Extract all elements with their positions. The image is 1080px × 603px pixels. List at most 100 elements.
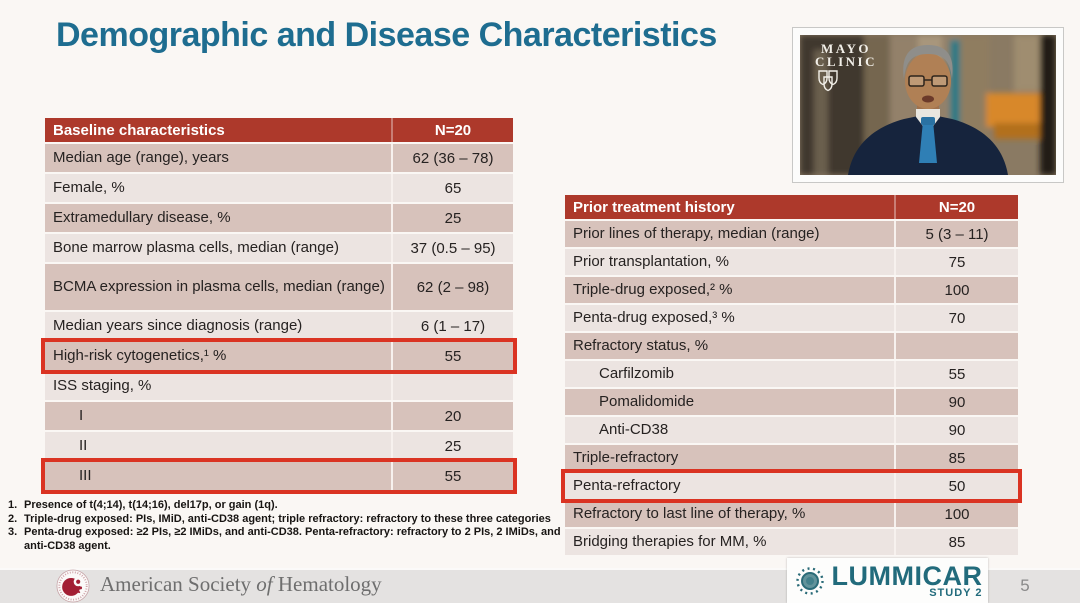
row-label: Penta-refractory [573,477,681,495]
speaker-video-still [800,35,1056,175]
footnotes: 1. Presence of t(4;14), t(14;16), del17p,… [8,499,570,553]
row-value [391,372,513,400]
table-row: Refractory to last line of therapy, % 100 [565,501,1018,527]
row-value: 62 (2 – 98) [391,264,513,310]
prior-treatment-table: Prior treatment history N=20 Prior lines… [565,195,1018,557]
footnote-text: Triple-drug exposed: PIs, IMiD, anti-CD3… [24,512,551,525]
row-value: 20 [391,402,513,430]
table-row: Carfilzomib 55 [565,361,1018,387]
row-label: BCMA expression in plasma cells, median … [53,278,385,296]
footnote-text: Presence of t(4;14), t(14;16), del17p, o… [24,499,278,511]
baseline-table-body: Median age (range), years 62 (36 – 78) Fem… [45,144,513,490]
row-label: Refractory status, % [573,337,709,355]
treatment-table-header: Prior treatment history N=20 [565,195,1018,219]
baseline-header-value: N=20 [391,118,513,142]
page-number: 5 [1020,575,1030,595]
row-label: Anti-CD38 [599,421,669,439]
row-label: Prior transplantation, % [573,253,729,271]
ash-name-pre: American Society [100,572,257,596]
footnote-item: 2. Triple-drug exposed: PIs, IMiD, anti-C… [8,513,570,527]
table-row: Prior lines of therapy, median (range) 5 … [565,221,1018,247]
row-value: 62 (36 – 78) [391,144,513,172]
mayo-logo-line2: CLINIC [815,54,877,69]
page-title: Demographic and Disease Characteristics [56,16,717,54]
lummicar-study-label: STUDY 2 [929,586,983,599]
footnote-text: Penta-drug exposed: ≥2 PIs, ≥2 IMiDs, an… [24,526,561,552]
table-row: II 25 [45,432,513,460]
row-label: Prior lines of therapy, median (range) [573,225,820,243]
row-value: 75 [894,249,1018,275]
row-label: Bone marrow plasma cells, median (range) [53,239,339,257]
row-value: 100 [894,277,1018,303]
table-row: Refractory status, % [565,333,1018,359]
row-label: Extramedullary disease, % [53,209,231,227]
lummicar-wordmark: LUMMICAR [831,560,983,591]
table-row: Extramedullary disease, % 25 [45,204,513,232]
row-label: Median years since diagnosis (range) [53,317,303,335]
row-value: 55 [894,361,1018,387]
row-label: Triple-refractory [573,449,679,467]
table-row: Pomalidomide 90 [565,389,1018,415]
footnote-number: 2. [8,512,18,525]
row-value: 85 [894,445,1018,471]
mayo-logo-line1: MAYO [821,41,871,56]
table-row: Bone marrow plasma cells, median (range)… [45,234,513,262]
table-row: III 55 [45,462,513,490]
row-value: 25 [391,432,513,460]
footnote-number: 1. [8,499,18,511]
treatment-header-value: N=20 [894,195,1018,219]
mayo-shields-icon [818,70,838,92]
row-value: 50 [894,473,1018,499]
baseline-characteristics-table: Baseline characteristics N=20 Median age… [45,118,513,492]
row-label: High-risk cytogenetics,¹ % [53,347,227,365]
row-label: Refractory to last line of therapy, % [573,505,806,523]
row-value: 65 [391,174,513,202]
table-row: Anti-CD38 90 [565,417,1018,443]
ash-logo-icon [56,569,90,603]
mayo-clinic-logo: MAYO CLINIC [811,42,881,92]
row-label: Penta-drug exposed,³ % [573,309,735,327]
row-value: 25 [391,204,513,232]
baseline-header-label: Baseline characteristics [53,121,225,139]
table-row: Median age (range), years 62 (36 – 78) [45,144,513,172]
row-label: II [79,437,88,455]
speaker-figure [848,45,1008,175]
row-label: III [79,467,92,485]
row-label: Median age (range), years [53,149,229,167]
row-label: Female, % [53,179,125,197]
ash-society-name: American Society of Hematology [100,572,382,597]
ash-name-post: Hematology [272,572,382,596]
treatment-header-label: Prior treatment history [573,198,735,216]
row-label: I [79,407,84,425]
row-label: Triple-drug exposed,² % [573,281,733,299]
table-row: BCMA expression in plasma cells, median … [45,264,513,310]
row-value: 37 (0.5 – 95) [391,234,513,262]
table-row: Female, % 65 [45,174,513,202]
row-label: Carfilzomib [599,365,675,383]
row-label: Bridging therapies for MM, % [573,533,767,551]
row-value: 55 [391,462,513,490]
video-thumbnail[interactable]: MAYO CLINIC [792,27,1064,183]
ash-name-of: of [256,572,273,596]
lummicar-logo: LUMMICAR STUDY 2 [787,558,988,603]
row-value: 55 [391,342,513,370]
lummicar-sun-icon [795,566,824,595]
table-row: I 20 [45,402,513,430]
row-value [894,333,1018,359]
footnote-item: 3. Penta-drug exposed: ≥2 PIs, ≥2 IMiDs, … [8,526,570,553]
treatment-table-body: Prior lines of therapy, median (range) 5 … [565,221,1018,555]
table-row: ISS staging, % [45,372,513,400]
table-row: Prior transplantation, % 75 [565,249,1018,275]
table-row: Bridging therapies for MM, % 85 [565,529,1018,555]
table-row: Penta-refractory 50 [565,473,1018,499]
row-label: Pomalidomide [599,393,695,411]
row-value: 5 (3 – 11) [894,221,1018,247]
table-row: Triple-drug exposed,² % 100 [565,277,1018,303]
footnote-item: 1. Presence of t(4;14), t(14;16), del17p,… [8,499,570,513]
row-value: 100 [894,501,1018,527]
row-value: 90 [894,417,1018,443]
row-value: 85 [894,529,1018,555]
table-row: Penta-drug exposed,³ % 70 [565,305,1018,331]
footnote-number: 3. [8,526,18,538]
